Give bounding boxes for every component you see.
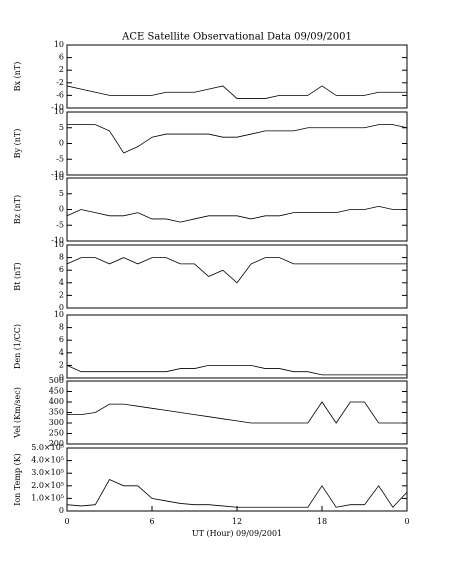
panel-frame bbox=[66, 44, 408, 109]
data-line bbox=[66, 478, 408, 508]
y-tick-label: 2 bbox=[59, 65, 64, 74]
y-tick-label: 10 bbox=[54, 40, 64, 49]
y-axis-label: By (nT) bbox=[13, 129, 22, 159]
y-tick-label: 2.0×10⁵ bbox=[31, 481, 64, 490]
y-tick-label: 4.0×10⁵ bbox=[31, 456, 64, 465]
y-tick-label: 10 bbox=[54, 310, 64, 319]
data-line bbox=[67, 401, 407, 424]
y-tick-label: 5.0×10⁵ bbox=[31, 443, 64, 452]
y-tick-label: -10 bbox=[51, 170, 64, 179]
x-tick-label: 6 bbox=[149, 517, 154, 526]
data-line bbox=[66, 85, 407, 99]
y-tick-label: 6 bbox=[59, 265, 64, 274]
y-axis-label: Vel (Km/sec) bbox=[13, 387, 22, 439]
panel-frame bbox=[66, 244, 408, 309]
data-line bbox=[67, 124, 408, 154]
y-tick-label: 0 bbox=[59, 506, 64, 515]
y-tick-label: 4 bbox=[59, 278, 64, 287]
y-tick-label: 350 bbox=[49, 408, 64, 417]
y-tick-label: 200 bbox=[49, 439, 64, 448]
y-axis-label: Bz (nT) bbox=[13, 195, 22, 224]
data-line bbox=[66, 205, 407, 223]
panel-frame bbox=[66, 314, 408, 379]
y-tick-label: -2 bbox=[56, 78, 64, 87]
data-line bbox=[66, 257, 407, 284]
y-tick-label: 10 bbox=[54, 173, 64, 182]
y-tick-label: 300 bbox=[49, 418, 64, 427]
chart-title: ACE Satellite Observational Data 09/09/2… bbox=[121, 32, 352, 43]
y-tick-label: 4 bbox=[59, 348, 64, 357]
y-tick-label: 2 bbox=[59, 290, 64, 299]
x-tick-label: 18 bbox=[317, 517, 327, 526]
y-tick-label: -5 bbox=[56, 154, 64, 163]
y-tick-label: 3.0×10⁵ bbox=[31, 468, 64, 477]
y-axis-label: Ion Temp (K) bbox=[13, 453, 22, 506]
y-tick-label: 1.0×10⁵ bbox=[31, 493, 64, 502]
y-tick-label: -10 bbox=[51, 103, 64, 112]
data-line bbox=[66, 365, 407, 376]
y-tick-label: 0 bbox=[59, 205, 64, 214]
y-tick-label: -6 bbox=[56, 90, 64, 99]
x-tick-label: 0 bbox=[64, 517, 69, 526]
y-tick-label: 8 bbox=[59, 253, 64, 262]
y-tick-label: 400 bbox=[49, 397, 64, 406]
y-tick-label: -5 bbox=[56, 220, 64, 229]
y-tick-label: 5 bbox=[59, 123, 64, 132]
y-tick-label: 250 bbox=[49, 429, 64, 438]
y-tick-label: 0 bbox=[59, 373, 64, 382]
y-tick-label: 6 bbox=[59, 53, 64, 62]
y-tick-label: 10 bbox=[54, 107, 64, 116]
y-axis-label: Bt (nT) bbox=[13, 262, 22, 290]
x-tick-label: 0 bbox=[404, 517, 409, 526]
y-tick-label: 2 bbox=[59, 360, 64, 369]
x-axis-label: UT (Hour) 09/09/2001 bbox=[192, 529, 282, 538]
y-tick-label: 8 bbox=[59, 323, 64, 332]
y-tick-label: 5 bbox=[59, 189, 64, 198]
y-axis-label: Bx (nT) bbox=[13, 62, 22, 92]
y-axis-label: Den (1/CC) bbox=[13, 324, 22, 369]
y-tick-label: 500 bbox=[49, 376, 64, 385]
y-tick-label: 0 bbox=[59, 303, 64, 312]
y-tick-label: 0 bbox=[59, 139, 64, 148]
y-tick-label: -10 bbox=[51, 236, 64, 245]
y-tick-label: 10 bbox=[54, 240, 64, 249]
y-tick-label: 450 bbox=[49, 387, 64, 396]
x-tick-label: 12 bbox=[232, 517, 242, 526]
y-tick-label: 6 bbox=[59, 335, 64, 344]
